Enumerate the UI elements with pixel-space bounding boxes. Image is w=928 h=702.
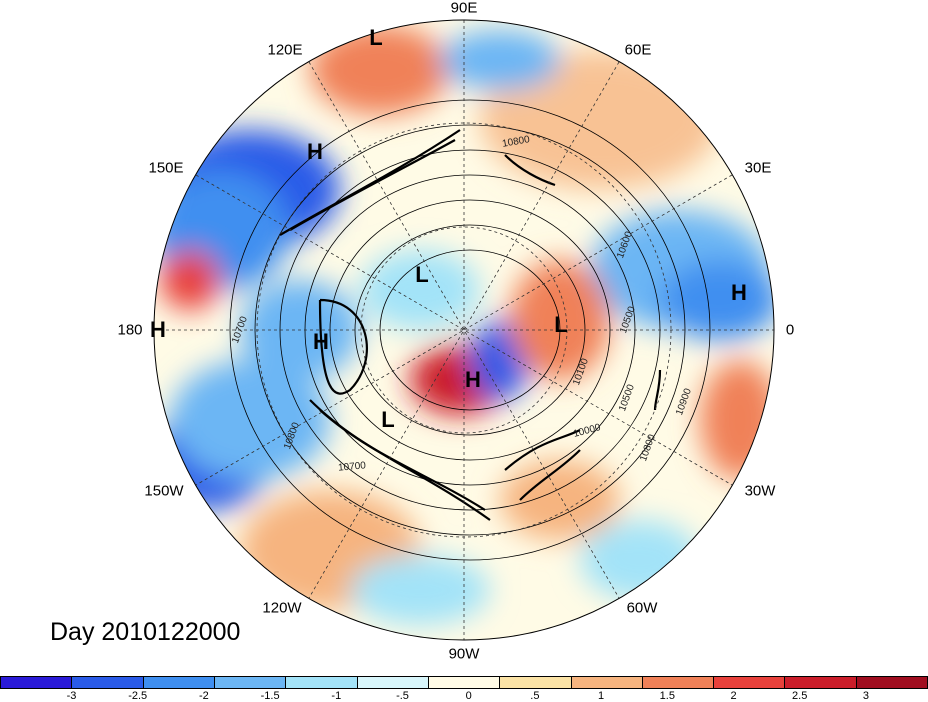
colorbar-swatch — [714, 676, 786, 689]
map-boundary — [153, 19, 775, 641]
colorbar-swatch — [286, 676, 358, 689]
colorbar — [0, 676, 928, 689]
colorbar-swatch — [642, 676, 715, 689]
colorbar-swatch — [0, 676, 73, 689]
colorbar-tick-label: 1.5 — [659, 690, 675, 702]
graticule — [154, 20, 774, 640]
anomaly-field — [154, 20, 774, 640]
lon-label-120e: 120E — [267, 41, 303, 59]
colorbar-tick-label: -1.5 — [260, 690, 280, 702]
lon-label-150w: 150W — [144, 482, 184, 500]
colorbar-swatch — [357, 676, 429, 689]
day-label: Day 2010122000 — [50, 618, 241, 646]
lon-label-60w: 60W — [626, 599, 658, 617]
high-marker: H — [465, 367, 481, 392]
lon-label-90e: 90E — [450, 0, 478, 17]
colorbar-tick-label: .5 — [530, 690, 540, 702]
colorbar-swatch — [856, 676, 928, 689]
colorbar-swatch — [571, 676, 643, 689]
colorbar-tick-label: -3 — [66, 690, 77, 702]
low-marker: L — [415, 262, 429, 287]
colorbar-tick-label: 3 — [862, 690, 869, 702]
lon-label-0: 0 — [785, 321, 795, 339]
colorbar-tick-label: -2 — [199, 690, 209, 702]
jet-contours — [279, 129, 662, 521]
lon-label-150e: 150E — [148, 159, 184, 177]
colorbar-tick-label: 2.5 — [792, 690, 808, 702]
colorbar-tick-label: 2 — [730, 690, 737, 702]
colorbar-swatch — [72, 676, 144, 689]
low-marker: L — [381, 407, 395, 432]
colorbar-tick-label: -.5 — [396, 690, 409, 702]
low-marker: L — [554, 312, 568, 337]
lon-label-180: 180 — [117, 321, 143, 339]
colorbar-swatch — [785, 676, 857, 689]
high-marker: H — [307, 139, 323, 164]
high-marker: H — [731, 280, 747, 305]
lon-label-30w: 30W — [744, 482, 776, 500]
high-marker: H — [150, 317, 166, 342]
lon-label-90w: 90W — [448, 645, 480, 663]
lon-label-60e: 60E — [624, 41, 652, 59]
colorbar-tick-label: 1 — [598, 690, 605, 702]
lon-label-30e: 30E — [744, 159, 772, 177]
lon-label-120w: 120W — [262, 599, 302, 617]
colorbar-swatch — [214, 676, 287, 689]
colorbar-tick-label: -1 — [331, 690, 342, 702]
colorbar-swatch — [428, 676, 501, 689]
low-marker: L — [369, 25, 383, 50]
colorbar-swatch — [500, 676, 572, 689]
high-marker: H — [313, 329, 329, 354]
colorbar-tick-label: 0 — [465, 690, 472, 702]
colorbar-tick-label: -2.5 — [128, 690, 148, 702]
colorbar-swatch — [143, 676, 215, 689]
